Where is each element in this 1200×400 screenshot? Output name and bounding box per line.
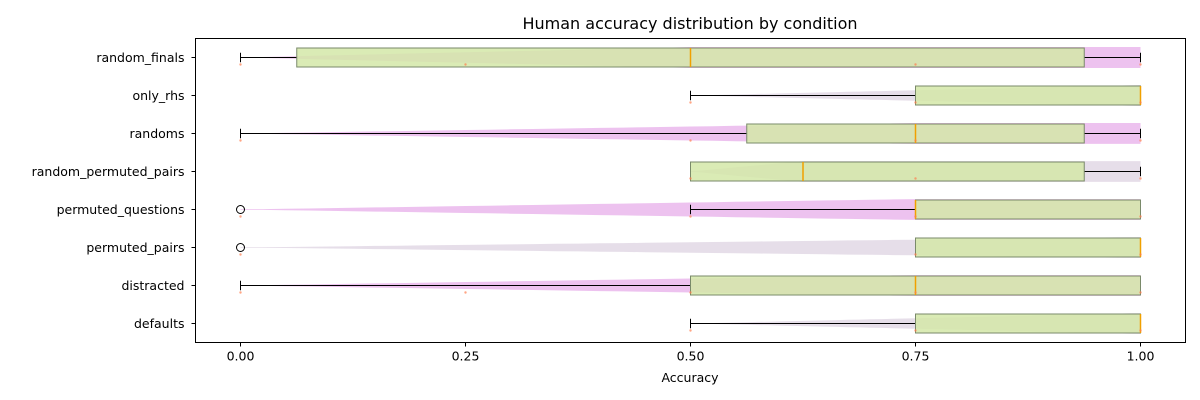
box-permuted_questions [915, 199, 1141, 220]
sample-point-distracted-1 [464, 291, 467, 294]
y-label-only_rhs: only_rhs [132, 88, 184, 103]
box-permuted_pairs [915, 237, 1141, 258]
box-only_rhs [915, 85, 1141, 106]
sample-point-randoms-2 [914, 139, 917, 142]
sample-point-distracted-0 [239, 291, 242, 294]
plot-frame [195, 38, 1186, 343]
x-tick-label-2: 0.50 [677, 349, 705, 364]
sample-point-random_permuted_pairs-1 [914, 177, 917, 180]
box-layer [236, 47, 1142, 334]
sample-point-random_finals-3 [1139, 63, 1142, 66]
y-label-random_permuted_pairs: random_permuted_pairs [32, 164, 185, 179]
sample-point-random_permuted_pairs-2 [1139, 177, 1142, 180]
chart-title: Human accuracy distribution by condition [522, 14, 857, 33]
sample-point-distracted-4 [1139, 291, 1142, 294]
sample-point-randoms-3 [1139, 139, 1142, 142]
y-label-permuted_pairs: permuted_pairs [86, 240, 184, 255]
flier-permuted_pairs-0 [236, 243, 245, 252]
y-label-distracted: distracted [121, 278, 184, 293]
sample-point-only_rhs-2 [1139, 101, 1142, 104]
x-axis-label: Accuracy [661, 370, 719, 385]
sample-point-random_finals-1 [464, 63, 467, 66]
sample-point-permuted_questions-2 [914, 215, 917, 218]
y-label-random_finals: random_finals [96, 50, 184, 65]
sample-point-defaults-1 [914, 329, 917, 332]
y-label-permuted_questions: permuted_questions [57, 202, 185, 217]
x-axis-ticks: 0.00 0.25 0.50 0.75 1.00 [227, 342, 1155, 364]
sample-point-permuted_questions-0 [239, 215, 242, 218]
sample-point-randoms-0 [239, 139, 242, 142]
sample-point-permuted_pairs-1 [914, 253, 917, 256]
x-tick-label-1: 0.25 [452, 349, 480, 364]
box-defaults [915, 313, 1141, 334]
sample-point-permuted_pairs-0 [239, 253, 242, 256]
sample-point-random_permuted_pairs-0 [689, 177, 692, 180]
x-tick-label-4: 1.00 [1127, 349, 1155, 364]
sample-point-distracted-2 [689, 291, 692, 294]
x-tick-label-0: 0.00 [227, 349, 255, 364]
y-label-defaults: defaults [134, 316, 185, 331]
sample-point-random_finals-0 [239, 63, 242, 66]
sample-point-defaults-0 [689, 329, 692, 332]
flier-permuted_questions-0 [236, 205, 245, 214]
sample-point-only_rhs-1 [914, 101, 917, 104]
sample-point-permuted_questions-3 [1139, 215, 1142, 218]
sample-point-permuted_questions-1 [689, 215, 692, 218]
x-tick-label-3: 0.75 [902, 349, 930, 364]
sample-point-randoms-1 [689, 139, 692, 142]
y-label-randoms: randoms [130, 126, 185, 141]
sample-point-random_finals-2 [914, 63, 917, 66]
sample-point-defaults-2 [1139, 329, 1142, 332]
sample-point-only_rhs-0 [689, 101, 692, 104]
sample-point-distracted-3 [914, 291, 917, 294]
sample-point-permuted_pairs-2 [1139, 253, 1142, 256]
box-random_permuted_pairs [690, 161, 1085, 182]
